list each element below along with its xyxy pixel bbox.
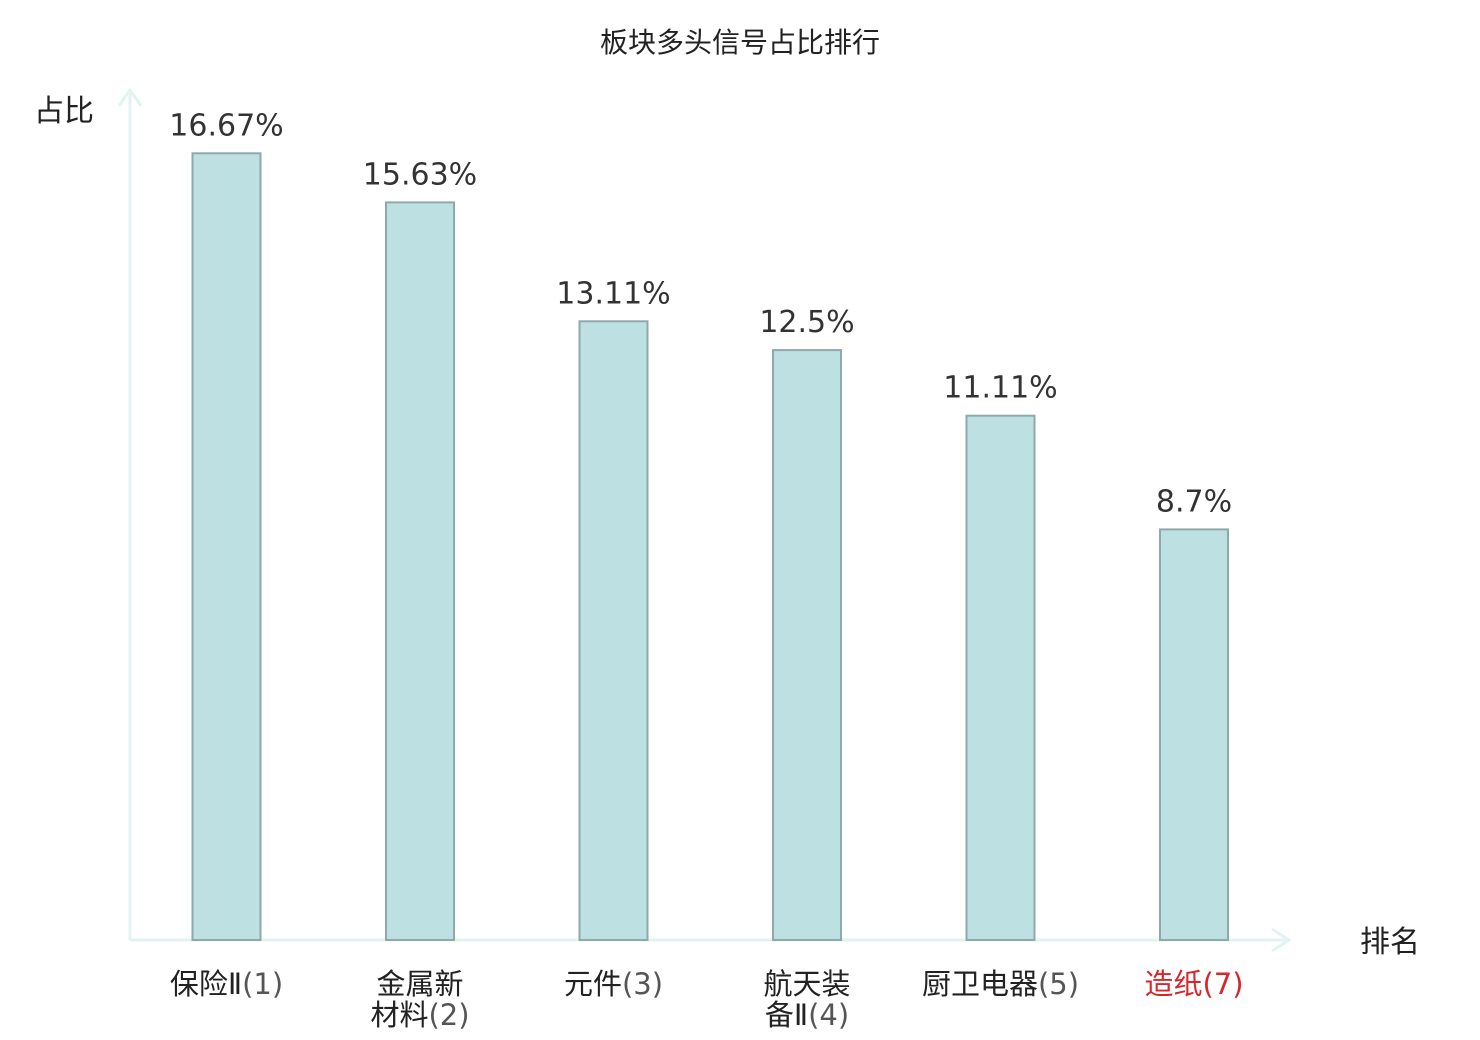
value-label-5: 11.11%	[943, 371, 1057, 406]
bars	[191, 152, 1229, 942]
bar-3	[578, 320, 649, 941]
bar-2	[385, 201, 455, 941]
bar-6	[1159, 528, 1229, 942]
y-axis-arrow	[117, 87, 143, 107]
chart-title: 板块多头信号占比排行	[600, 26, 880, 59]
y-axis-label: 占比	[34, 94, 94, 129]
category-label-2: 金属新材料(2)	[370, 967, 469, 1032]
x-axis-arrow	[1271, 927, 1292, 953]
category-label-6: 造纸(7)	[1144, 967, 1243, 1001]
category-label-3: 元件(3)	[564, 967, 663, 1001]
category-label-1: 保险Ⅱ(1)	[170, 967, 283, 1001]
value-label-1: 16.67%	[169, 108, 283, 143]
value-label-3: 13.11%	[556, 276, 670, 311]
value-label-4: 12.5%	[759, 305, 854, 340]
value-label-2: 15.63%	[363, 157, 477, 192]
bar-4	[772, 349, 842, 942]
category-label-5: 厨卫电器(5)	[922, 967, 1079, 1001]
category-labels: 保险Ⅱ(1) 金属新材料(2) 元件(3) 航天装备Ⅱ(4) 厨卫电器(5) 造纸(7)	[170, 967, 1244, 1032]
bar-1	[191, 152, 262, 942]
bar-5	[965, 414, 1036, 941]
category-label-4: 航天装备Ⅱ(4)	[763, 967, 850, 1032]
value-label-6: 8.7%	[1156, 484, 1232, 519]
axes	[117, 87, 1292, 953]
x-axis-label: 排名	[1360, 925, 1420, 960]
value-labels: 16.67% 15.63% 13.11% 12.5% 11.11% 8.7%	[169, 108, 1232, 519]
